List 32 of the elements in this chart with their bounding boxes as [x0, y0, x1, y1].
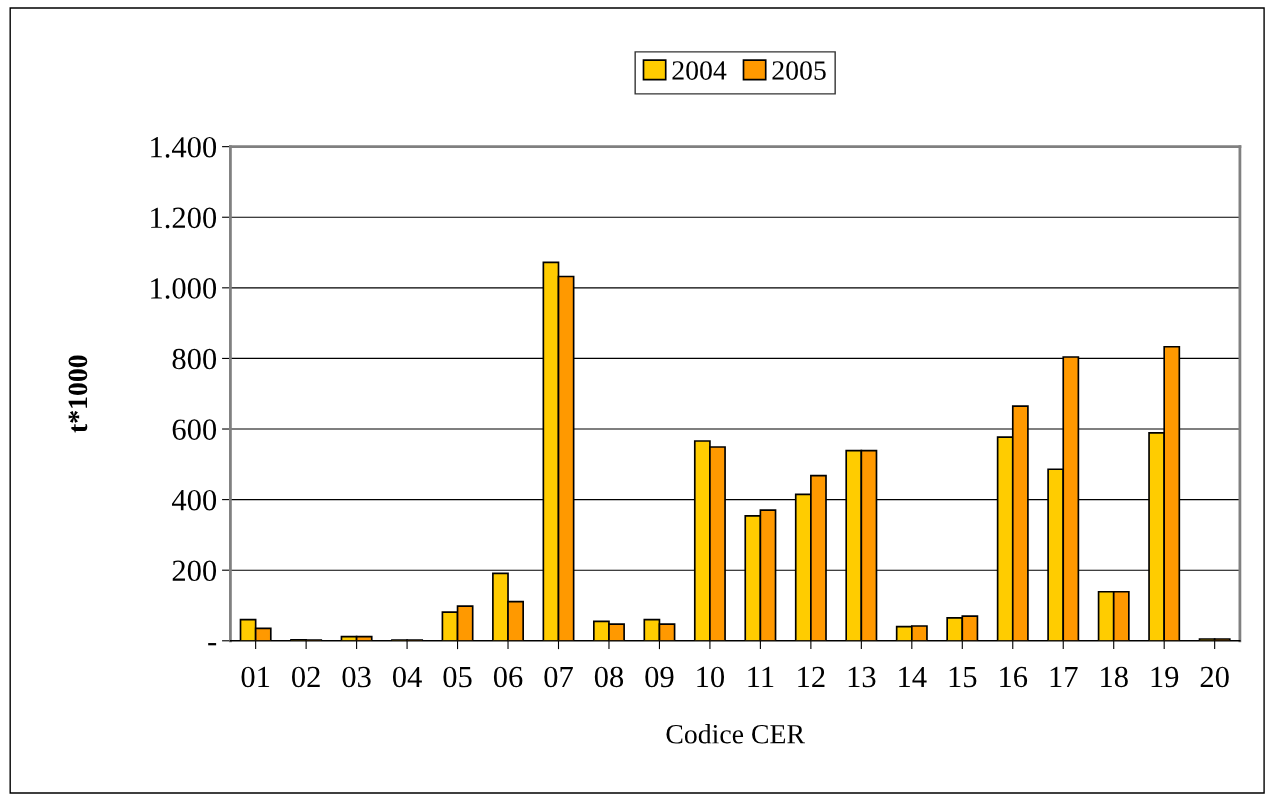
- x-tick-label: 06: [493, 666, 523, 688]
- y-tick-label: 600: [172, 419, 217, 440]
- x-tick-label: 18: [1101, 666, 1128, 688]
- x-tick-label: 17: [1050, 666, 1078, 687]
- x-tick-label: 07: [544, 666, 573, 688]
- x-tick-label: 04: [392, 666, 422, 688]
- x-tick-label: 10: [697, 666, 725, 688]
- x-tick-label: 20: [1200, 666, 1229, 688]
- x-axis-title: Codice CER: [666, 724, 805, 744]
- x-tick-label: 16: [1000, 666, 1028, 688]
- x-tick-label: 09: [645, 666, 674, 688]
- x-tick-label: 19: [1151, 666, 1179, 688]
- x-tick-label: 01: [241, 666, 270, 688]
- legend-label: 2005: [772, 61, 826, 80]
- y-tick-label: 800: [172, 348, 217, 370]
- x-tick-label: 14: [899, 666, 927, 687]
- y-axis-title: t*1000: [68, 355, 88, 433]
- legend-label: 2004: [672, 61, 727, 80]
- y-tick-label: -: [208, 643, 217, 646]
- x-tick-label: 02: [292, 666, 320, 688]
- y-tick-label: 400: [171, 489, 217, 511]
- x-tick-label: 15: [949, 666, 977, 688]
- x-tick-label: 11: [748, 666, 774, 687]
- y-tick-label: 1.200: [151, 207, 217, 229]
- x-tick-label: 05: [443, 666, 472, 688]
- y-tick-label: 1.400: [151, 136, 217, 158]
- x-tick-label: 12: [798, 666, 825, 687]
- x-tick-label: 08: [594, 666, 624, 688]
- y-tick-label: 200: [172, 560, 217, 582]
- x-tick-label: 13: [848, 666, 876, 688]
- y-tick-label: 1.000: [151, 278, 217, 299]
- x-tick-label: 03: [342, 666, 371, 688]
